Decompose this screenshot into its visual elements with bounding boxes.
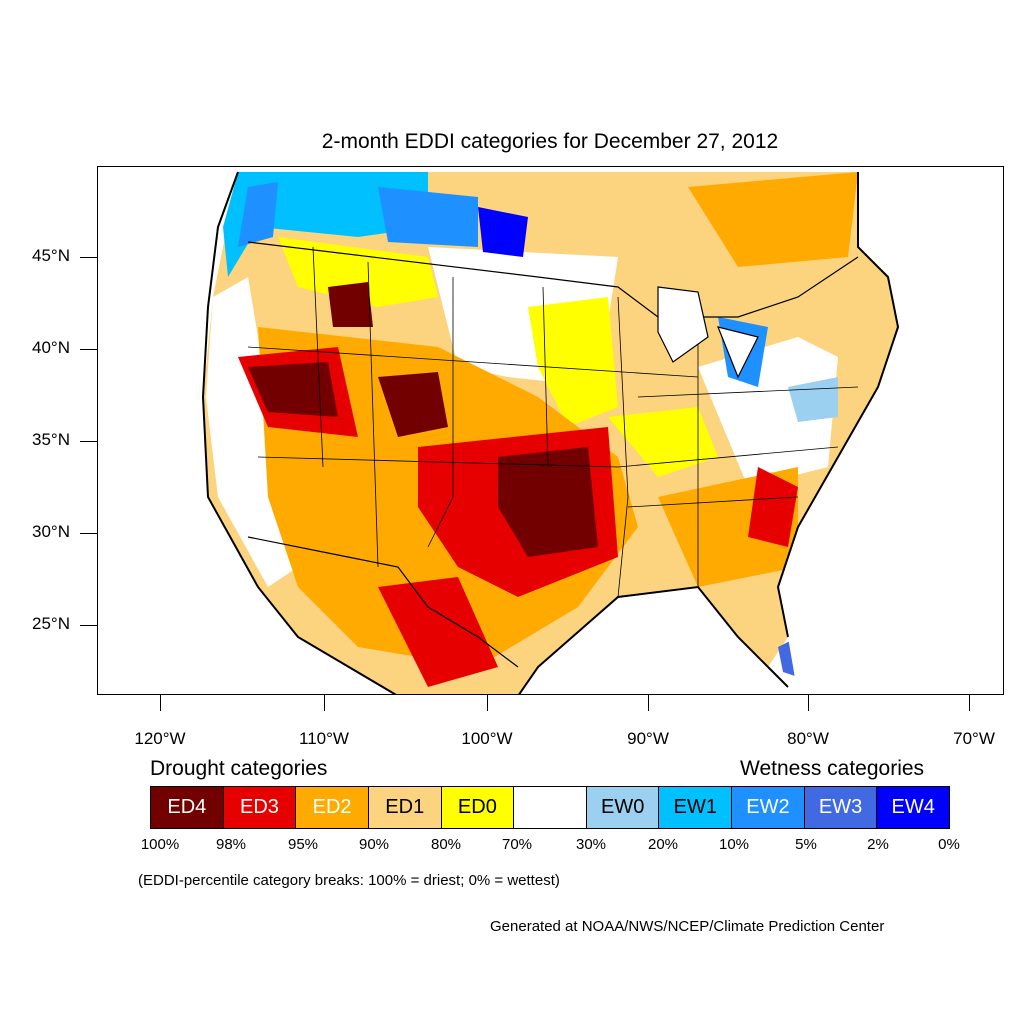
lat-tick-35n bbox=[80, 441, 97, 442]
state-borders bbox=[247, 246, 859, 598]
break-label-20: 20% bbox=[647, 836, 679, 853]
ed0-upper-midwest bbox=[528, 297, 618, 427]
ed4-oklahoma-texas bbox=[498, 447, 598, 557]
ed4-utah-nevada bbox=[248, 362, 338, 417]
legend-box-ew1: EW1 bbox=[659, 787, 733, 828]
lat-label-30n: 30°N bbox=[32, 522, 70, 541]
ed3-carolinas bbox=[748, 467, 798, 547]
break-label-90: 90% bbox=[358, 836, 390, 853]
legend-label-ed1: ED1 bbox=[385, 796, 425, 818]
legend-label-ew1: EW1 bbox=[673, 796, 717, 818]
ed2-ontario bbox=[688, 172, 858, 267]
conus-map-graphic bbox=[98, 167, 1003, 694]
generated-credit: Generated at NOAA/NWS/NCEP/Climate Predi… bbox=[490, 918, 885, 935]
lon-tick-90w bbox=[648, 695, 649, 711]
ed4-colorado bbox=[378, 372, 448, 437]
legend-label-ew0: EW0 bbox=[600, 796, 645, 818]
legend-label-ed3: ED3 bbox=[240, 796, 279, 818]
legend-box-normal bbox=[514, 787, 587, 828]
break-label-0: 0% bbox=[938, 836, 960, 853]
ew4-pacific-northwest bbox=[238, 182, 278, 247]
lon-tick-120w bbox=[160, 695, 161, 711]
legend-box-ew0: EW0 bbox=[586, 787, 660, 828]
break-label-80: 80% bbox=[430, 836, 462, 853]
break-label-95: 95% bbox=[287, 836, 319, 853]
break-label-98: 98% bbox=[215, 836, 247, 853]
lat-tick-40n bbox=[80, 349, 97, 350]
legend-box-ew2: EW2 bbox=[732, 787, 805, 828]
wetness-categories-heading: Wetness categories bbox=[740, 757, 925, 780]
legend-label-ed2: ED2 bbox=[312, 796, 352, 818]
legend-box-ew4: EW4 bbox=[877, 787, 950, 828]
category-breaks-note: (EDDI-percentile category breaks: 100% =… bbox=[138, 872, 560, 889]
gulf-of-mexico bbox=[519, 587, 787, 694]
ew4-montana bbox=[478, 207, 528, 257]
lon-label-90w: 90°W bbox=[627, 729, 669, 748]
great-lakes bbox=[657, 286, 759, 379]
us-mexico-border bbox=[247, 536, 519, 668]
lon-label-100w: 100°W bbox=[461, 729, 513, 748]
lat-label-25n: 25°N bbox=[32, 614, 70, 633]
lat-label-45n: 45°N bbox=[32, 246, 70, 265]
legend-label-ew2: EW2 bbox=[746, 796, 790, 818]
legend-label-ed4: ED4 bbox=[167, 796, 207, 818]
lat-tick-30n bbox=[80, 533, 97, 534]
lat-label-40n: 40°N bbox=[32, 338, 70, 357]
legend-label-ew3: EW3 bbox=[818, 796, 863, 818]
lat-tick-25n bbox=[80, 625, 97, 626]
break-label-5: 5% bbox=[795, 836, 817, 853]
break-label-2: 2% bbox=[867, 836, 889, 853]
legend-box-ed0: ED0 bbox=[441, 787, 515, 828]
lon-label-80w: 80°W bbox=[787, 729, 829, 748]
legend-label-ed0: ED0 bbox=[457, 796, 497, 818]
drought-categories-heading: Drought categories bbox=[150, 757, 328, 780]
lat-label-35n: 35°N bbox=[32, 430, 70, 449]
legend-box-ew3: EW3 bbox=[804, 787, 878, 828]
category-legend-bar: ED4 ED3 ED2 ED1 ED0 EW0 EW1 EW2 EW3 EW4 bbox=[150, 786, 950, 829]
legend-box-ed2: ED2 bbox=[296, 787, 369, 828]
atlantic-ocean bbox=[778, 167, 1003, 694]
lon-tick-80w bbox=[808, 695, 809, 711]
legend-box-ed3: ED3 bbox=[223, 787, 297, 828]
break-label-70: 70% bbox=[501, 836, 533, 853]
lon-tick-110w bbox=[324, 695, 325, 711]
lon-label-120w: 120°W bbox=[134, 729, 186, 748]
break-label-10: 10% bbox=[718, 836, 750, 853]
ed0-ohio-valley bbox=[608, 407, 718, 477]
break-label-100: 100% bbox=[140, 836, 180, 853]
map-title: 2-month EDDI categories for December 27,… bbox=[321, 130, 779, 153]
break-label-30: 30% bbox=[575, 836, 607, 853]
ed4-idaho bbox=[328, 282, 373, 327]
ed0-northern-rockies bbox=[278, 237, 438, 307]
pacific-ocean bbox=[98, 167, 395, 694]
lon-label-70w: 70°W bbox=[953, 729, 995, 748]
lat-tick-45n bbox=[80, 257, 97, 258]
legend-label-ew4: EW4 bbox=[891, 796, 935, 818]
lon-tick-70w bbox=[969, 695, 970, 711]
ed3-texas bbox=[378, 577, 498, 687]
legend-box-ed4: ED4 bbox=[151, 787, 224, 828]
lon-tick-100w bbox=[487, 695, 488, 711]
legend-box-ed1: ED1 bbox=[368, 787, 442, 828]
lon-label-110w: 110°W bbox=[299, 729, 349, 748]
ew-montana bbox=[378, 187, 478, 247]
eddi-map bbox=[97, 166, 1004, 695]
